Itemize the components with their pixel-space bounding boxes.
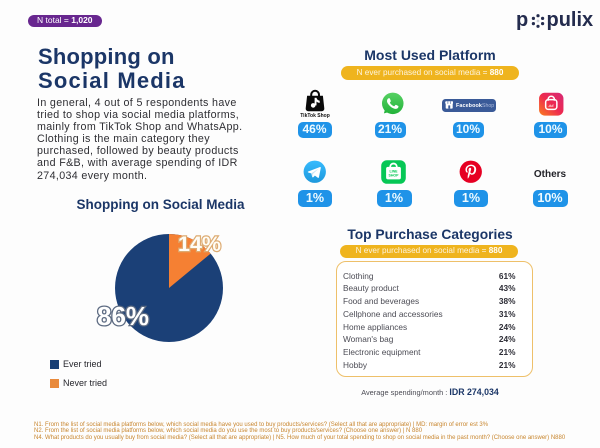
- svg-text:SHOP: SHOP: [388, 173, 399, 177]
- svg-text:LINE: LINE: [389, 169, 398, 173]
- svg-text:14%: 14%: [178, 232, 221, 256]
- svg-text:86%: 86%: [97, 301, 149, 331]
